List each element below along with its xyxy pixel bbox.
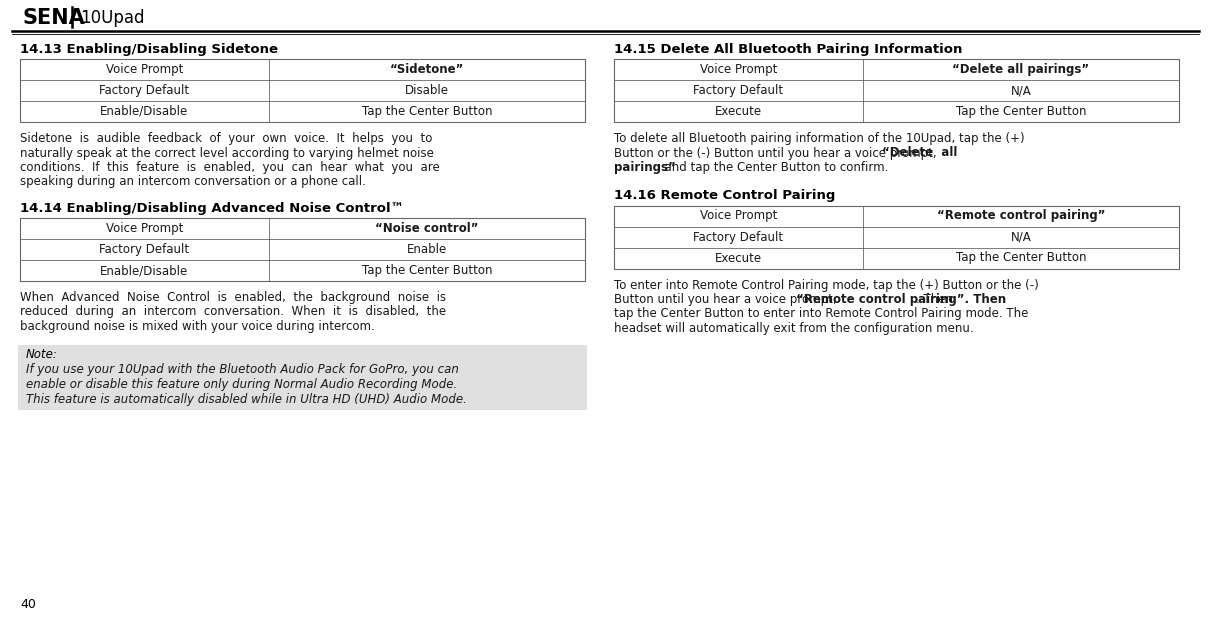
Text: N/A: N/A	[1010, 231, 1032, 244]
Text: 14.15 Delete All Bluetooth Pairing Information: 14.15 Delete All Bluetooth Pairing Infor…	[614, 43, 963, 56]
Text: “Delete all pairings”: “Delete all pairings”	[952, 63, 1090, 76]
Text: Factory Default: Factory Default	[693, 84, 784, 97]
Text: Tap the Center Button: Tap the Center Button	[955, 251, 1086, 264]
Text: “Noise control”: “Noise control”	[375, 222, 478, 235]
Text: naturally speak at the correct level according to varying helmet noise: naturally speak at the correct level acc…	[21, 146, 434, 159]
Text: “Remote control pairing”: “Remote control pairing”	[936, 209, 1106, 222]
Text: If you use your 10Upad with the Bluetooth Audio Pack for GoPro, you can: If you use your 10Upad with the Bluetoot…	[25, 364, 459, 376]
Text: Enable/Disable: Enable/Disable	[101, 105, 189, 118]
Text: Voice Prompt: Voice Prompt	[105, 63, 183, 76]
Text: Voice Prompt: Voice Prompt	[700, 209, 777, 222]
Text: Enable/Disable: Enable/Disable	[101, 264, 189, 277]
Bar	[18, 344, 587, 410]
Text: 10Upad: 10Upad	[80, 9, 144, 27]
Text: reduced  during  an  intercom  conversation.  When  it  is  disabled,  the: reduced during an intercom conversation.…	[21, 306, 446, 319]
Text: 14.16 Remote Control Pairing: 14.16 Remote Control Pairing	[614, 189, 836, 202]
Bar	[21, 59, 585, 122]
Bar	[614, 59, 1180, 122]
Text: Factory Default: Factory Default	[693, 231, 784, 244]
Text: Execute: Execute	[714, 251, 762, 264]
Text: speaking during an intercom conversation or a phone call.: speaking during an intercom conversation…	[21, 176, 366, 189]
Text: Tap the Center Button: Tap the Center Button	[955, 105, 1086, 118]
Text: To enter into Remote Control Pairing mode, tap the (+) Button or the (-): To enter into Remote Control Pairing mod…	[614, 279, 1039, 291]
Text: Factory Default: Factory Default	[99, 243, 189, 256]
Text: Enable: Enable	[407, 243, 447, 256]
Text: SENA: SENA	[22, 8, 85, 28]
Text: tap the Center Button to enter into Remote Control Pairing mode. The: tap the Center Button to enter into Remo…	[614, 308, 1028, 321]
Text: This feature is automatically disabled while in Ultra HD (UHD) Audio Mode.: This feature is automatically disabled w…	[25, 392, 467, 406]
Text: 14.13 Enabling/Disabling Sidetone: 14.13 Enabling/Disabling Sidetone	[21, 43, 279, 56]
Text: Voice Prompt: Voice Prompt	[105, 222, 183, 235]
Text: Button until you hear a voice prompt,: Button until you hear a voice prompt,	[614, 293, 840, 306]
Text: Voice Prompt: Voice Prompt	[700, 63, 777, 76]
Text: “Delete  all: “Delete all	[882, 146, 957, 159]
Text: , and tap the Center Button to confirm.: , and tap the Center Button to confirm.	[658, 161, 889, 174]
Text: Factory Default: Factory Default	[99, 84, 189, 97]
Text: pairings”: pairings”	[614, 161, 676, 174]
Text: Note:: Note:	[25, 349, 58, 361]
Text: Sidetone  is  audible  feedback  of  your  own  voice.  It  helps  you  to: Sidetone is audible feedback of your own…	[21, 132, 432, 145]
Text: To delete all Bluetooth pairing information of the 10Upad, tap the (+): To delete all Bluetooth pairing informat…	[614, 132, 1025, 145]
Text: Disable: Disable	[404, 84, 449, 97]
Text: conditions.  If  this  feature  is  enabled,  you  can  hear  what  you  are: conditions. If this feature is enabled, …	[21, 161, 440, 174]
Text: headset will automatically exit from the configuration menu.: headset will automatically exit from the…	[614, 322, 974, 335]
Text: “Sidetone”: “Sidetone”	[390, 63, 464, 76]
Text: “Remote control pairing”. Then: “Remote control pairing”. Then	[796, 293, 1006, 306]
Text: Execute: Execute	[714, 105, 762, 118]
Text: Button or the (-) Button until you hear a voice prompt,: Button or the (-) Button until you hear …	[614, 146, 941, 159]
Text: background noise is mixed with your voice during intercom.: background noise is mixed with your voic…	[21, 320, 374, 333]
Text: 40: 40	[21, 598, 36, 611]
Bar	[21, 218, 585, 281]
Text: enable or disable this feature only during Normal Audio Recording Mode.: enable or disable this feature only duri…	[25, 378, 458, 391]
Text: 14.14 Enabling/Disabling Advanced Noise Control™: 14.14 Enabling/Disabling Advanced Noise …	[21, 202, 404, 215]
Text: Tap the Center Button: Tap the Center Button	[362, 264, 492, 277]
Text: . Then: . Then	[916, 293, 953, 306]
Text: Tap the Center Button: Tap the Center Button	[362, 105, 492, 118]
Text: N/A: N/A	[1010, 84, 1032, 97]
Text: When  Advanced  Noise  Control  is  enabled,  the  background  noise  is: When Advanced Noise Control is enabled, …	[21, 291, 446, 304]
Bar	[614, 206, 1180, 269]
